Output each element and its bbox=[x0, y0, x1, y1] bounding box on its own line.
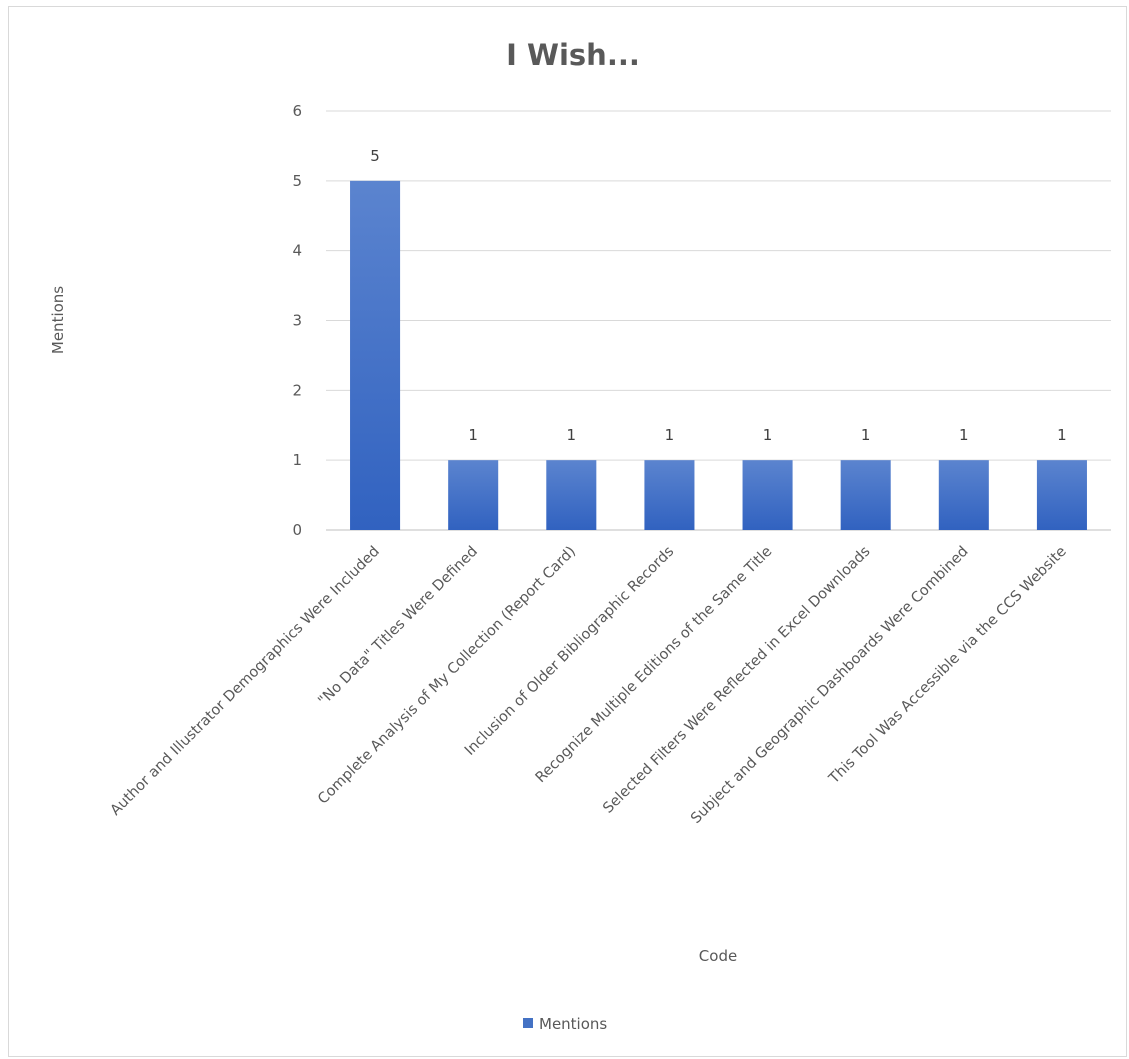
y-tick-label: 1 bbox=[292, 451, 302, 469]
data-label: 1 bbox=[959, 426, 969, 444]
x-axis-title: Code bbox=[699, 947, 737, 965]
chart-title: I Wish... bbox=[506, 38, 640, 72]
bar bbox=[938, 460, 989, 530]
bars bbox=[350, 180, 1087, 531]
category-label: Recognize Multiple Editions of the Same … bbox=[533, 543, 776, 786]
legend-swatch-mentions bbox=[523, 1018, 533, 1028]
data-label: 1 bbox=[567, 426, 577, 444]
legend: Mentions bbox=[523, 1015, 607, 1033]
bar bbox=[350, 180, 401, 531]
y-tick-label: 4 bbox=[292, 242, 302, 260]
bar bbox=[546, 460, 597, 530]
data-label: 1 bbox=[861, 426, 871, 444]
x-axis-category-labels: Author and Illustrator Demographics Were… bbox=[108, 543, 1070, 827]
bar bbox=[840, 460, 891, 530]
y-tick-label: 6 bbox=[292, 102, 302, 120]
data-label: 5 bbox=[370, 147, 380, 165]
bar bbox=[742, 460, 793, 530]
bar bbox=[448, 460, 499, 530]
y-tick-label: 3 bbox=[292, 312, 302, 330]
data-label: 1 bbox=[665, 426, 675, 444]
bar bbox=[644, 460, 695, 530]
legend-label-mentions: Mentions bbox=[539, 1015, 607, 1033]
y-tick-label: 0 bbox=[292, 521, 302, 539]
y-axis-tick-labels: 0 1 2 3 4 5 6 bbox=[292, 102, 302, 539]
data-label: 1 bbox=[468, 426, 478, 444]
data-label: 1 bbox=[763, 426, 773, 444]
y-tick-label: 2 bbox=[292, 381, 302, 399]
y-axis-title: Mentions bbox=[49, 286, 67, 354]
data-labels: 5 1 1 1 1 1 1 1 bbox=[370, 147, 1066, 444]
bar bbox=[1036, 460, 1087, 530]
category-label: Inclusion of Older Bibliographic Records bbox=[462, 544, 677, 759]
category-label: "No Data" Titles Were Defined bbox=[315, 544, 481, 710]
y-tick-label: 5 bbox=[292, 172, 302, 190]
gridlines bbox=[326, 110, 1111, 531]
category-label: This Tool Was Accessible via the CCS Web… bbox=[826, 543, 1070, 787]
data-label: 1 bbox=[1057, 426, 1067, 444]
